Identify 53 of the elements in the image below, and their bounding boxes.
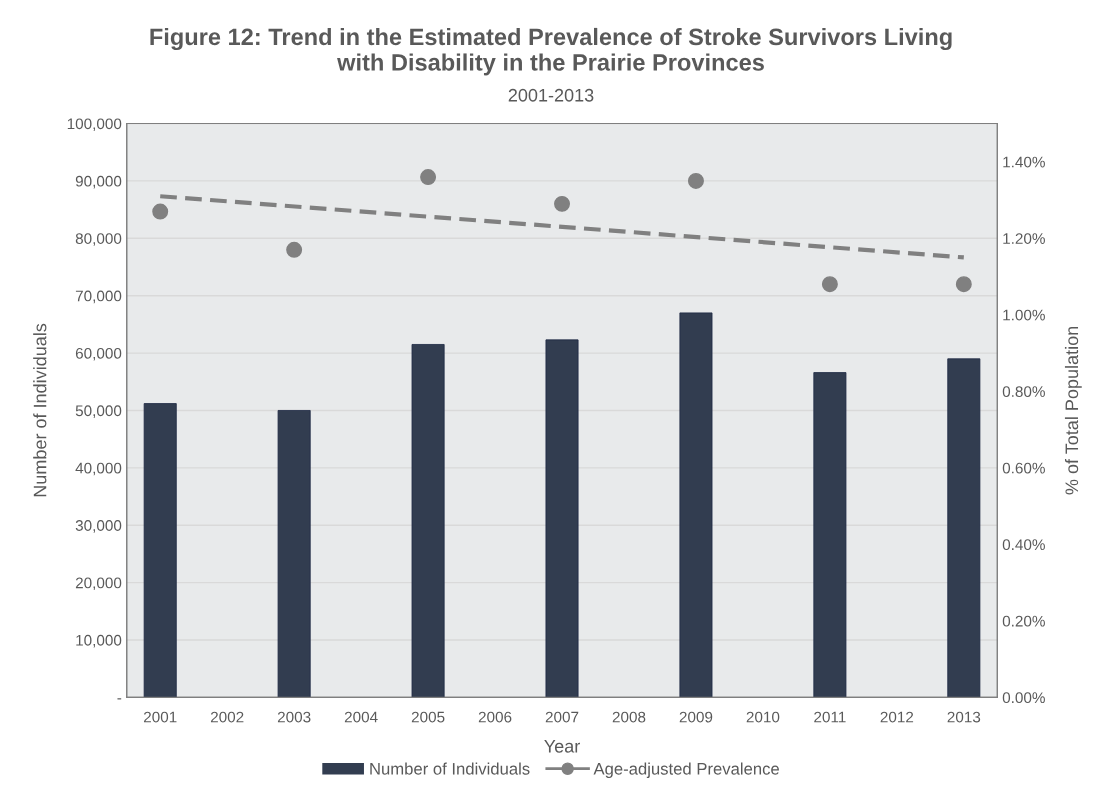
y2-tick-label: 0.40% xyxy=(1002,539,1045,551)
x-tick-label: 2005 xyxy=(411,711,445,723)
y-tick-label: 40,000 xyxy=(75,462,122,476)
y-tick-label: 10,000 xyxy=(76,634,122,648)
point xyxy=(821,276,838,293)
legend-label: Age-adjusted Prevalence xyxy=(593,762,779,779)
x-tick-label: 2001 xyxy=(143,711,177,723)
y-tick-label: - xyxy=(117,698,122,700)
x-tick-label: 2002 xyxy=(210,711,244,723)
point xyxy=(420,169,437,186)
x-axis-title: Year xyxy=(544,740,580,753)
x-tick-label: 2010 xyxy=(746,711,780,723)
x-tick-label: 2006 xyxy=(478,711,512,723)
y-axis-title: Number of Individuals xyxy=(33,323,47,497)
y2-tick-label: 1.20% xyxy=(1003,233,1045,244)
y-tick-label: 80,000 xyxy=(75,233,122,246)
y2-tick-label: 0.20% xyxy=(1002,615,1045,627)
x-tick-label: 2004 xyxy=(344,711,378,723)
x-tick-label: 2009 xyxy=(679,711,713,723)
y2-tick-label: 0.80% xyxy=(1002,386,1045,398)
point xyxy=(554,195,570,212)
point xyxy=(955,276,972,293)
bar xyxy=(947,358,981,698)
y2-tick-label: 1.00% xyxy=(1003,309,1045,321)
y-tick-label: 100,000 xyxy=(67,118,122,132)
y-tick-label: 30,000 xyxy=(75,520,122,533)
x-tick-label: 2003 xyxy=(277,711,311,723)
y-tick-label: 60,000 xyxy=(75,347,122,361)
y-tick-label: 90,000 xyxy=(75,175,122,189)
x-tick-label: 2007 xyxy=(545,711,579,723)
x-tick-label: 2013 xyxy=(947,711,981,723)
y2-tick-label: 1.40% xyxy=(1003,156,1045,168)
point xyxy=(152,203,169,220)
bar xyxy=(277,410,311,698)
chart-subtitle: 2001-2013 xyxy=(508,88,594,102)
bar xyxy=(813,372,847,698)
x-tick-label: 2008 xyxy=(612,711,646,723)
bar xyxy=(411,344,445,698)
x-tick-label: 2012 xyxy=(880,711,914,723)
bar xyxy=(143,403,177,698)
y-tick-label: 70,000 xyxy=(75,290,122,304)
x-tick-label: 2011 xyxy=(814,711,846,723)
legend-label: Number of Individuals xyxy=(370,762,530,775)
y-tick-label: 20,000 xyxy=(75,577,122,591)
point xyxy=(687,172,704,189)
bar xyxy=(545,339,579,698)
y2-axis-title: % of Total Population xyxy=(1064,326,1082,495)
bar xyxy=(679,312,713,698)
chart-title: Figure 12: Trend in the Estimated Prevalence of Stroke Survivors Living with Disability in the Prairie Provinces xyxy=(150,27,952,76)
y-tick-label: 50,000 xyxy=(75,405,122,418)
y2-tick-label: 0.60% xyxy=(1002,462,1045,474)
y2-tick-label: 0.00% xyxy=(1002,692,1045,704)
point xyxy=(286,241,303,258)
